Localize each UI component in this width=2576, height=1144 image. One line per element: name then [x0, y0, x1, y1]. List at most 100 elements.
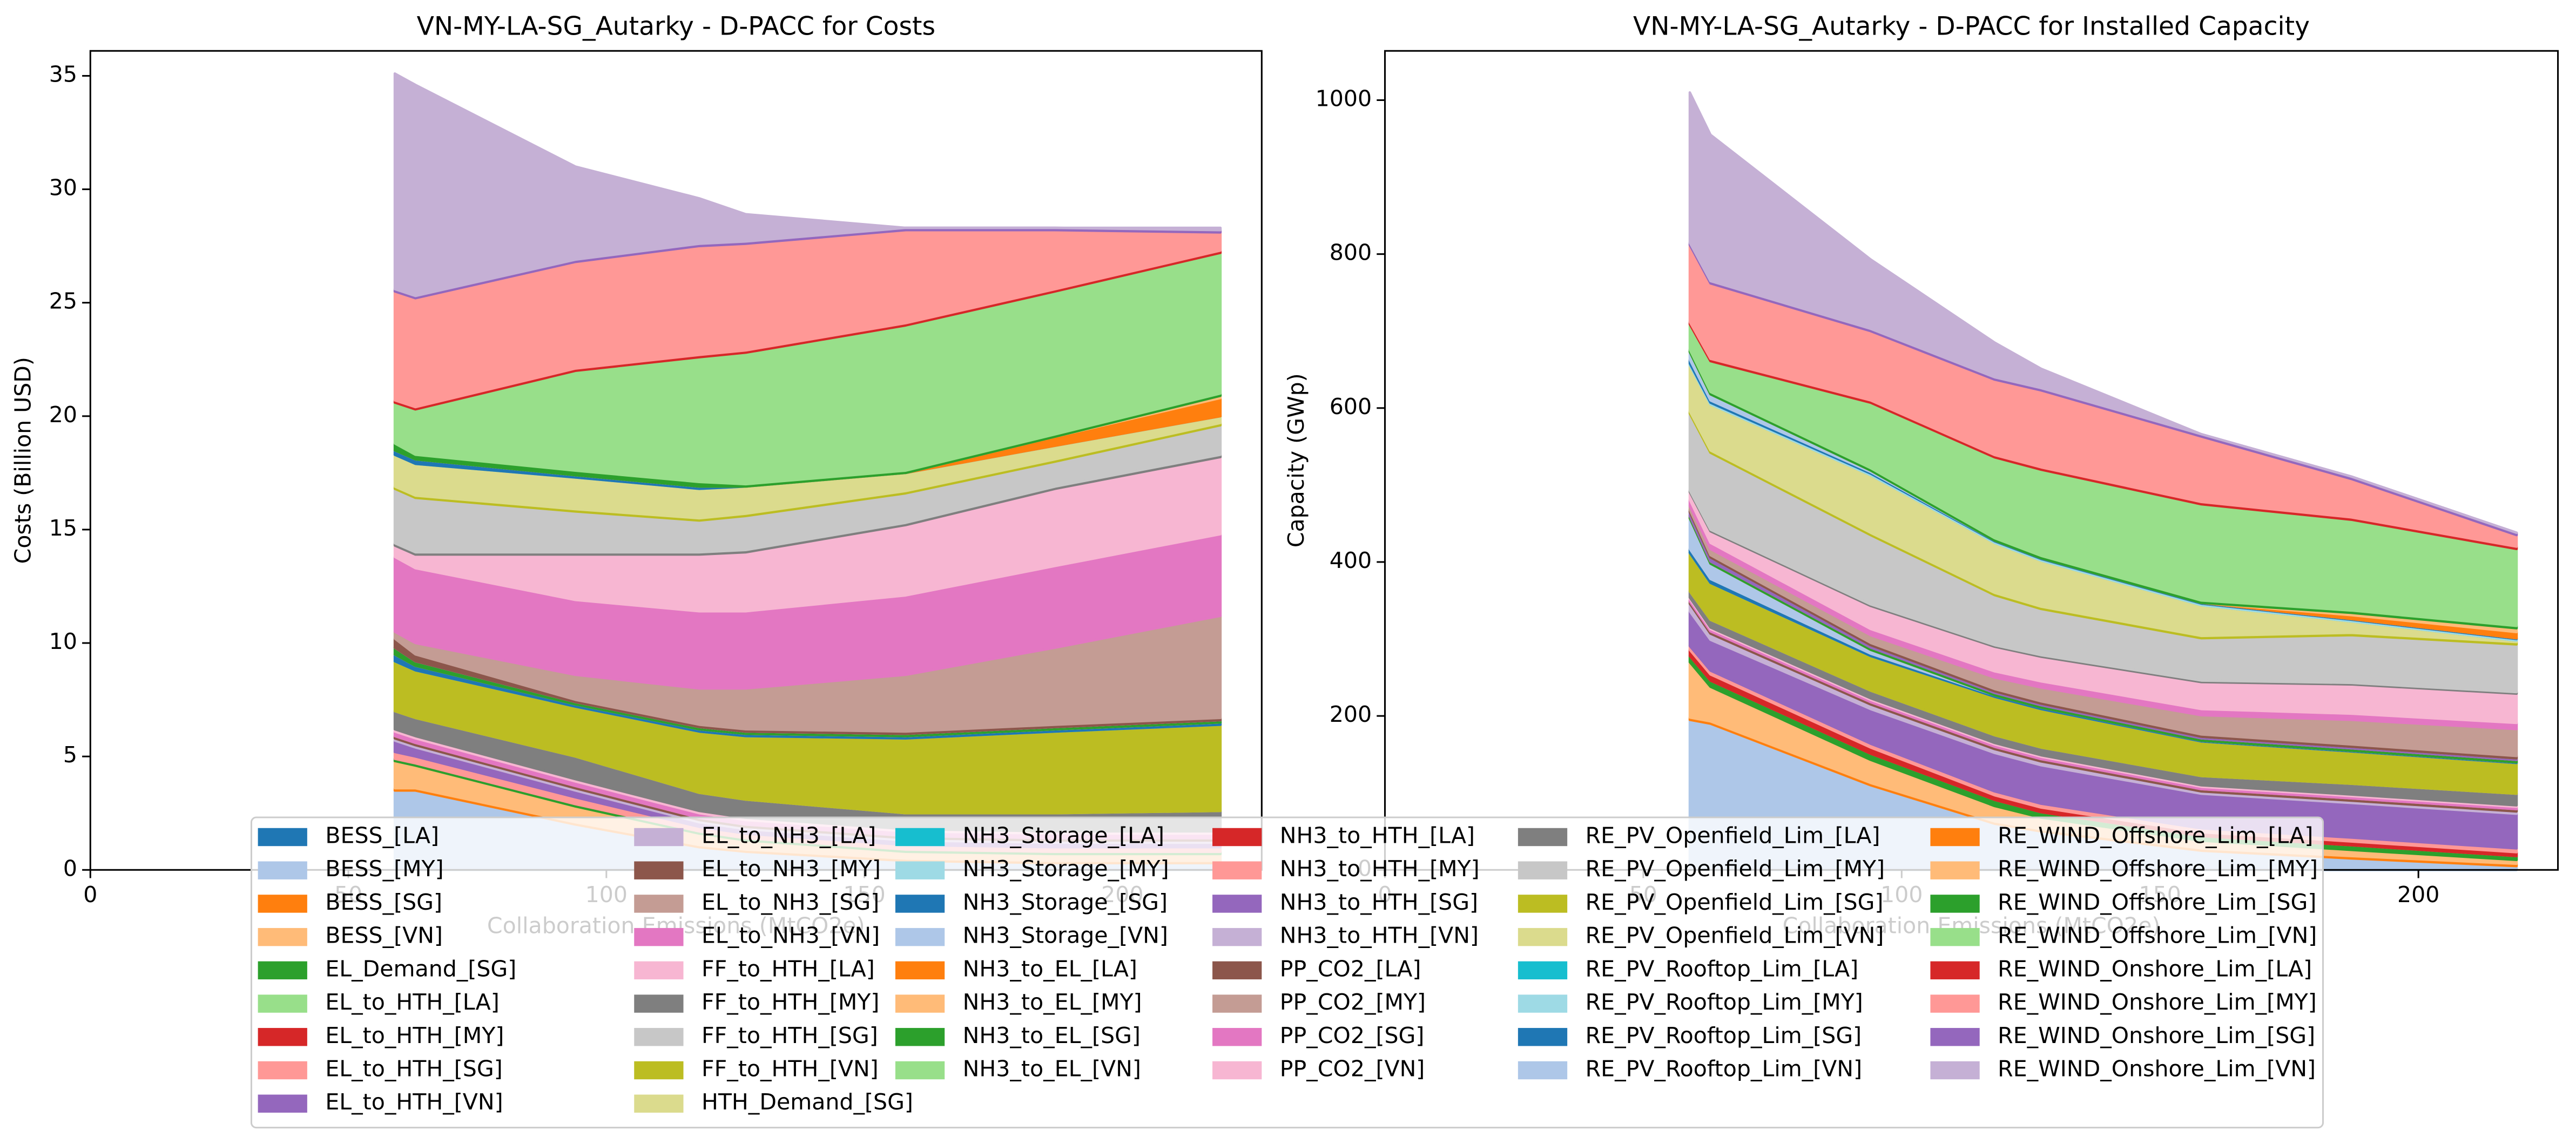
legend-swatch	[634, 928, 684, 946]
legend-entry: RE_WIND_Onshore_Lim_[SG]	[1930, 1023, 2315, 1048]
y-tick-label: 10	[49, 628, 77, 654]
legend-entry: EL_to_HTH_[MY]	[258, 1023, 504, 1048]
legend-entry: RE_PV_Rooftop_Lim_[VN]	[1518, 1056, 1863, 1082]
legend-swatch	[1518, 1028, 1568, 1046]
legend-label: RE_PV_Openfield_Lim_[MY]	[1586, 856, 1885, 882]
legend-swatch	[258, 861, 307, 879]
legend-swatch	[1212, 961, 1262, 980]
legend-swatch	[258, 1028, 307, 1046]
legend-swatch	[1518, 1061, 1568, 1080]
y-tick-label: 5	[63, 742, 77, 768]
legend-label: RE_WIND_Onshore_Lim_[LA]	[1998, 956, 2312, 981]
legend-entry: RE_WIND_Offshore_Lim_[MY]	[1930, 856, 2318, 882]
legend-entry: EL_to_NH3_[VN]	[634, 923, 880, 949]
legend-entry: NH3_to_EL_[VN]	[895, 1056, 1141, 1081]
y-axis-label: Costs (Billion USD)	[10, 357, 36, 564]
y-tick-label: 1000	[1316, 86, 1372, 112]
legend-entry: NH3_to_HTH_[VN]	[1212, 923, 1479, 949]
chart-title: VN-MY-LA-SG_Autarky - D-PACC for Install…	[1633, 12, 2310, 42]
legend-label: EL_to_NH3_[VN]	[702, 923, 880, 949]
legend-entry: EL_to_HTH_[VN]	[258, 1089, 503, 1115]
legend-swatch	[258, 1094, 307, 1113]
legend-entry: NH3_Storage_[SG]	[895, 889, 1168, 915]
legend-entry: EL_to_NH3_[LA]	[634, 822, 876, 848]
legend-label: PP_CO2_[LA]	[1280, 956, 1421, 981]
legend-swatch	[258, 961, 307, 980]
legend-swatch	[634, 1061, 684, 1080]
legend-swatch	[634, 895, 684, 913]
legend-swatch	[1930, 994, 1980, 1013]
plot-area	[393, 72, 1222, 871]
legend-entry: BESS_[VN]	[258, 923, 443, 949]
legend-label: EL_to_HTH_[LA]	[325, 989, 499, 1015]
legend-label: RE_WIND_Offshore_Lim_[LA]	[1998, 822, 2313, 848]
legend-swatch	[1518, 994, 1568, 1013]
legend-swatch	[1930, 895, 1980, 913]
legend-entry: FF_to_HTH_[LA]	[634, 956, 875, 981]
y-tick-label: 20	[49, 402, 77, 428]
legend-label: BESS_[SG]	[325, 889, 442, 915]
legend-swatch	[895, 895, 945, 913]
legend-swatch	[1212, 895, 1262, 913]
legend-entry: RE_PV_Openfield_Lim_[VN]	[1518, 923, 1884, 949]
legend-swatch	[258, 994, 307, 1013]
legend-label: NH3_to_EL_[SG]	[963, 1023, 1141, 1048]
legend-swatch	[1930, 828, 1980, 847]
legend-label: EL_to_NH3_[MY]	[702, 856, 881, 882]
legend-entry: EL_to_NH3_[SG]	[634, 889, 879, 915]
legend-entry: EL_to_HTH_[SG]	[258, 1056, 503, 1081]
legend-label: RE_PV_Rooftop_Lim_[VN]	[1586, 1056, 1863, 1082]
legend-label: NH3_to_HTH_[LA]	[1280, 822, 1475, 848]
y-tick-label: 15	[49, 515, 77, 541]
legend-entry: PP_CO2_[LA]	[1212, 956, 1421, 981]
legend-label: EL_to_HTH_[VN]	[325, 1089, 503, 1115]
legend-entry: NH3_Storage_[LA]	[895, 822, 1164, 848]
y-tick-label: 0	[63, 855, 77, 881]
legend-swatch	[1930, 1028, 1980, 1046]
legend-label: PP_CO2_[VN]	[1280, 1056, 1425, 1082]
y-tick-label: 800	[1330, 240, 1372, 266]
legend-swatch	[895, 1061, 945, 1080]
legend-entry: RE_PV_Rooftop_Lim_[LA]	[1518, 956, 1858, 981]
legend-label: FF_to_HTH_[VN]	[702, 1056, 879, 1082]
legend-label: RE_WIND_Onshore_Lim_[VN]	[1998, 1056, 2316, 1082]
legend-swatch	[1930, 928, 1980, 946]
legend-entry: HTH_Demand_[SG]	[634, 1089, 913, 1115]
legend-swatch	[1518, 961, 1568, 980]
legend-label: FF_to_HTH_[SG]	[702, 1023, 878, 1048]
legend-entry: PP_CO2_[MY]	[1212, 989, 1426, 1015]
legend-label: BESS_[MY]	[325, 856, 443, 882]
legend-entry: EL_to_HTH_[LA]	[258, 989, 500, 1015]
legend-entry: NH3_to_EL_[MY]	[895, 989, 1142, 1015]
legend-swatch	[1930, 961, 1980, 980]
legend-swatch	[258, 828, 307, 847]
legend-entry: PP_CO2_[VN]	[1212, 1056, 1425, 1082]
legend-entry: RE_WIND_Onshore_Lim_[MY]	[1930, 989, 2317, 1015]
legend-swatch	[895, 961, 945, 980]
legend-label: EL_to_HTH_[MY]	[325, 1023, 504, 1048]
legend-swatch	[1930, 1061, 1980, 1080]
legend-swatch	[1518, 928, 1568, 946]
y-tick-label: 35	[49, 61, 77, 87]
legend-swatch	[1518, 828, 1568, 847]
area-layer	[1688, 91, 2518, 534]
y-tick-label: 30	[49, 175, 77, 201]
legend-swatch	[895, 994, 945, 1013]
area-layer	[393, 72, 1222, 297]
legend-label: PP_CO2_[MY]	[1280, 989, 1426, 1015]
legend-label: NH3_to_HTH_[MY]	[1280, 856, 1480, 882]
legend-swatch	[634, 861, 684, 879]
legend-entry: NH3_to_HTH_[SG]	[1212, 889, 1478, 915]
legend-entry: FF_to_HTH_[SG]	[634, 1023, 878, 1048]
legend-label: RE_PV_Rooftop_Lim_[SG]	[1586, 1023, 1862, 1048]
legend-swatch	[1518, 861, 1568, 879]
legend-swatch	[1930, 861, 1980, 879]
legend-entry: RE_PV_Openfield_Lim_[MY]	[1518, 856, 1885, 882]
legend-label: RE_WIND_Offshore_Lim_[SG]	[1998, 889, 2316, 915]
legend-swatch	[895, 828, 945, 847]
legend-label: NH3_Storage_[VN]	[963, 923, 1168, 949]
legend-label: NH3_to_HTH_[VN]	[1280, 923, 1479, 949]
legend-entry: EL_Demand_[SG]	[258, 956, 516, 981]
legend-swatch	[1212, 928, 1262, 946]
